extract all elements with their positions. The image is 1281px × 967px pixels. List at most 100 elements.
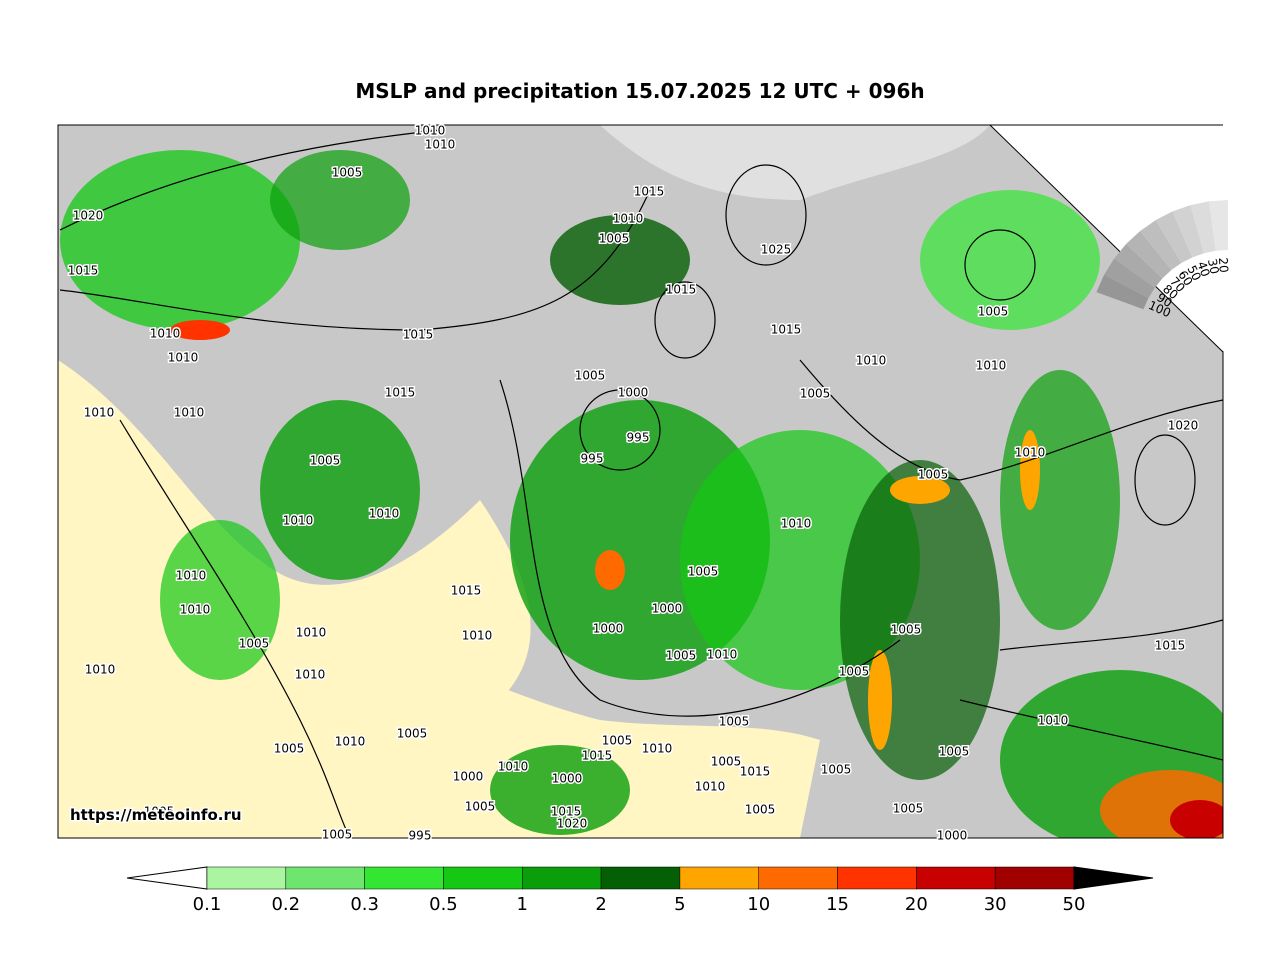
isobar-label: 1010 <box>613 212 644 226</box>
isobar-label: 1010 <box>84 406 115 420</box>
isobar-label: 1005 <box>310 454 341 468</box>
isobar-label: 1005 <box>821 763 852 777</box>
isobar-label: 1010 <box>283 514 314 528</box>
isobar-label: 1015 <box>551 805 582 819</box>
isobar-label: 1005 <box>688 565 719 579</box>
isobar-label: 1010 <box>369 507 400 521</box>
isobar-label: 1010 <box>295 668 326 682</box>
isobar-label: 1010 <box>976 359 1007 373</box>
isobar-label: 1010 <box>695 780 726 794</box>
watermark: https://meteoinfo.ru <box>70 806 242 824</box>
isobar-label: 1005 <box>274 742 305 756</box>
cloud-scale-step <box>1190 201 1216 254</box>
cloud-scale-step <box>1172 205 1204 258</box>
colorbar-label: 2 <box>595 894 606 915</box>
isobar-label: 1010 <box>425 138 456 152</box>
isobar-label: 1010 <box>1015 446 1046 460</box>
isobar-label: 1005 <box>144 805 175 819</box>
isobar-label: 1005 <box>719 715 750 729</box>
cloud-scale-step <box>1104 258 1155 299</box>
isobar-label: 1015 <box>1155 639 1186 653</box>
isobar-label: 1000 <box>593 622 624 636</box>
isobar-label: 1010 <box>174 406 205 420</box>
colorbar-box <box>758 866 838 890</box>
colorbar-label: 30 <box>984 894 1007 915</box>
isobar-label: 1015 <box>634 185 665 199</box>
colorbar-extend-high <box>1073 866 1154 890</box>
map <box>58 125 1223 838</box>
isobar-label: 1005 <box>711 755 742 769</box>
colorbar-label: 0.3 <box>350 894 379 915</box>
isobar-label: 1025 <box>761 243 792 257</box>
colorbar-box <box>364 866 444 890</box>
cloud-scale-label: 50 <box>1184 263 1203 283</box>
isobar-label: 1015 <box>666 283 697 297</box>
isobar-label: 1000 <box>618 386 649 400</box>
colorbar-box <box>994 866 1075 890</box>
isobar-label: 1005 <box>575 369 606 383</box>
isobar-label: 1005 <box>891 623 922 637</box>
isobar-label: 1015 <box>68 264 99 278</box>
colorbar-box <box>522 866 602 890</box>
isobar-label: 1005 <box>602 734 633 748</box>
isobar-label: 1015 <box>771 323 802 337</box>
isobar-label: 1010 <box>1038 714 1069 728</box>
isobar-label: 1015 <box>385 386 416 400</box>
cloud-scale-label: 40 <box>1194 260 1212 279</box>
isobar-label: 1005 <box>745 803 776 817</box>
isobar-label: 1010 <box>150 327 181 341</box>
isobar-label: 1010 <box>498 760 529 774</box>
colorbar-box <box>443 866 523 890</box>
isobar-label: 1000 <box>937 829 968 843</box>
title: MSLP and precipitation 15.07.2025 12 UTC… <box>355 79 924 103</box>
colorbar-label: 0.2 <box>271 894 300 915</box>
cloud-scale-label: 30 <box>1205 258 1222 276</box>
isobar-label: 1005 <box>839 665 870 679</box>
colorbar-label: 10 <box>747 894 770 915</box>
cloud-scale-step <box>1155 211 1193 263</box>
isobar-label: 1005 <box>666 649 697 663</box>
cloud-scale-step <box>1126 231 1172 279</box>
isobar-label: 995 <box>627 431 650 445</box>
isobar-label: 1005 <box>800 387 831 401</box>
isobar-label: 1005 <box>939 745 970 759</box>
colorbar-box <box>600 866 681 890</box>
cloud-scale-step <box>1114 243 1163 288</box>
cloud-scale-step <box>1096 274 1149 310</box>
isobar-label: 1015 <box>582 749 613 763</box>
cloud-scale-label: 90 <box>1154 290 1174 310</box>
isobar-label: 1010 <box>180 603 211 617</box>
isobar-label: 1020 <box>73 209 104 223</box>
isobar-label: 1005 <box>397 727 428 741</box>
isobar-label: 1015 <box>451 584 482 598</box>
isobar-label: 1010 <box>707 648 738 662</box>
isobar-label: 1010 <box>462 629 493 643</box>
isobar-label: 1010 <box>856 354 887 368</box>
isobar-label: 1000 <box>453 770 484 784</box>
cloud-scale-label: 20 <box>1216 257 1231 273</box>
map-corner <box>990 124 1224 352</box>
cloud-scale-step <box>1140 220 1182 270</box>
colorbar-label: 20 <box>905 894 928 915</box>
isobar-label: 1010 <box>296 626 327 640</box>
colorbar: 0.1 0.2 0.3 0.5 1 2 5 10 15 20 30 50 <box>126 866 1154 915</box>
isobar-label: 1010 <box>168 351 199 365</box>
isobar-label: 1000 <box>652 602 683 616</box>
colorbar-label: 1 <box>517 894 528 915</box>
isobar-label: 1020 <box>1168 419 1199 433</box>
isobar-label: 1005 <box>239 637 270 651</box>
colorbar-box <box>206 866 287 890</box>
colorbar-label: 5 <box>674 894 685 915</box>
colorbar-box <box>837 866 917 890</box>
isobar-label: 1005 <box>978 305 1009 319</box>
colorbar-label: 0.1 <box>193 894 222 915</box>
isobar-label: 1010 <box>335 735 366 749</box>
isobar-label: 1005 <box>465 800 496 814</box>
isobar-label: 995 <box>409 829 432 843</box>
isobar-label: 1020 <box>557 817 588 831</box>
isobar-label: 1010 <box>642 742 673 756</box>
isobar-label: 1005 <box>893 802 924 816</box>
colorbar-extend-low <box>126 866 208 890</box>
isobar-label: 1015 <box>740 765 771 779</box>
